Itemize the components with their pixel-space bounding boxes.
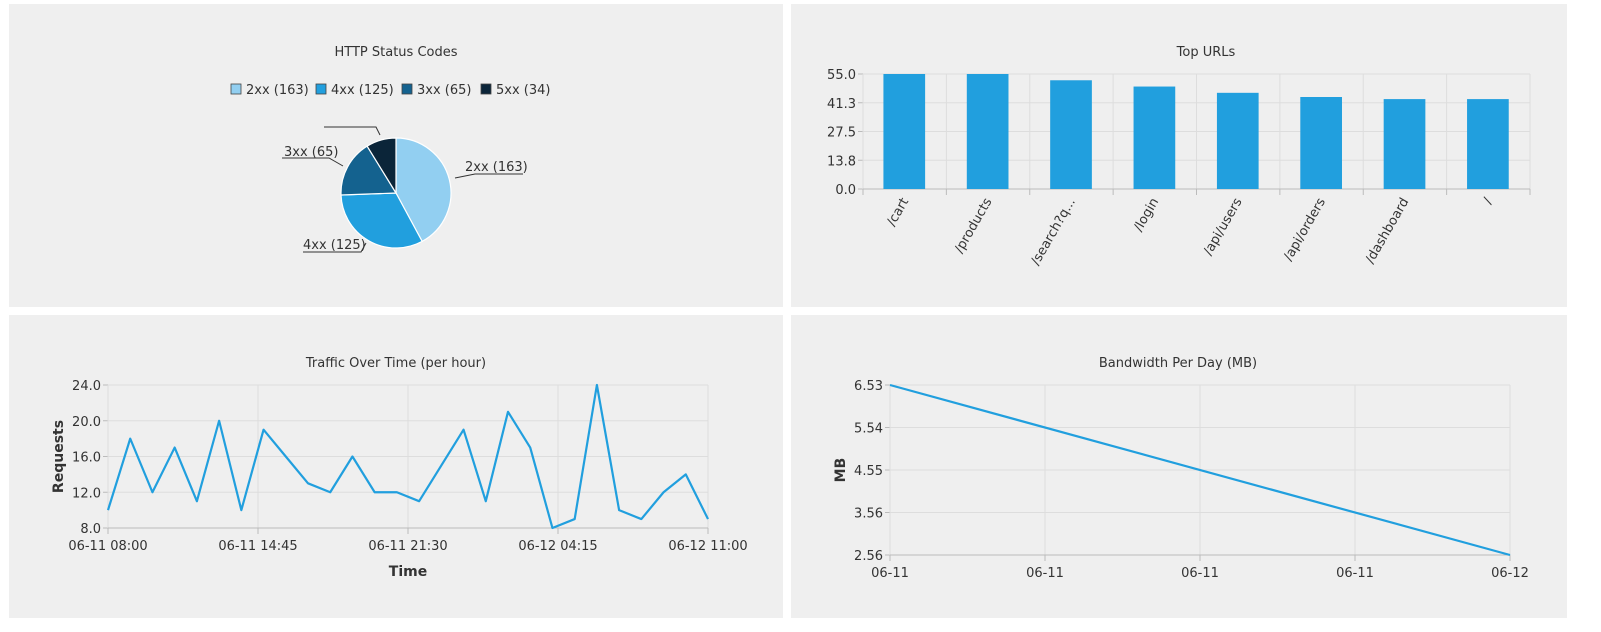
y-tick-label: 0.0: [835, 183, 856, 198]
x-tick-label: 06-11: [1336, 566, 1374, 581]
x-axis-label: Time: [389, 564, 427, 580]
x-tick-label: 06-11: [1181, 566, 1219, 581]
y-tick-label: 6.53: [854, 379, 883, 394]
x-tick-label: /dashboard: [1363, 196, 1413, 267]
y-tick-label: 16.0: [72, 451, 101, 466]
x-tick-label: /: [1481, 195, 1496, 207]
y-tick-label: 55.0: [827, 68, 856, 83]
legend-entry: 4xx (125): [331, 83, 394, 98]
legend-swatch: [480, 83, 492, 95]
x-tick-label: 06-12 11:00: [668, 539, 747, 554]
pie-slice: [340, 192, 423, 249]
bandwidth-chart-panel: Bandwidth Per Day (MB) 6.53 5.54 4.55 3.56 2.…: [791, 315, 1567, 618]
x-tick-label: 06-12: [1491, 566, 1529, 581]
chart-title: Traffic Over Time (per hour): [305, 356, 486, 371]
x-tick-label: 06-11 08:00: [68, 539, 147, 554]
y-axis-label: MB: [833, 458, 849, 483]
pie-leader-line: [282, 157, 344, 167]
bar: [1133, 86, 1176, 189]
series-line: [106, 383, 709, 530]
legend-entry: 2xx (163): [246, 83, 309, 98]
x-tick-label: /search?q...: [1028, 196, 1079, 269]
y-tick-label: 5.54: [854, 422, 883, 437]
legend-swatch: [401, 83, 413, 95]
traffic-chart-panel: Traffic Over Time (per hour) 24.0 20.0 16.0…: [9, 315, 783, 618]
x-tick-label: 06-12 04:15: [518, 539, 597, 554]
y-tick-label: 20.0: [72, 415, 101, 430]
pie-slice-label: 2xx (163): [465, 160, 528, 175]
x-tick-label: 06-11: [1026, 566, 1064, 581]
pie-slice: [395, 137, 452, 243]
chart-title: Top URLs: [1176, 45, 1236, 60]
http-status-pie-chart: HTTP Status Codes 2xx (163) 4xx (125) 3xx (…: [230, 45, 550, 253]
y-tick-label: 24.0: [72, 379, 101, 394]
pie-slice: [366, 137, 397, 196]
bar: [966, 74, 1009, 189]
y-tick-label: 2.56: [854, 549, 883, 564]
x-tick-label: /cart: [884, 196, 912, 229]
y-tick-label: 12.0: [72, 486, 101, 501]
y-tick-label: 13.8: [827, 154, 856, 169]
pie-chart-panel: HTTP Status Codes 2xx (163) 4xx (125) 3xx (…: [9, 4, 783, 307]
bar: [1050, 80, 1092, 189]
bar: [1300, 97, 1342, 189]
x-tick-label: /api/orders: [1281, 195, 1329, 263]
x-tick-label: /products: [952, 195, 996, 256]
pie-leader-line: [454, 173, 523, 179]
bar: [1216, 92, 1259, 189]
chart-title: Bandwidth Per Day (MB): [1099, 356, 1257, 371]
traffic-line-chart: Traffic Over Time (per hour) 24.0 20.0 16.0…: [51, 356, 748, 580]
y-tick-label: 4.55: [854, 464, 883, 479]
x-tick-label: 06-11: [871, 566, 909, 581]
pie-leader-line: [324, 126, 381, 136]
pie-slice-label: 4xx (125): [303, 238, 366, 253]
y-tick-label: 3.56: [854, 507, 883, 522]
x-tick-label: 06-11 14:45: [218, 539, 297, 554]
legend-swatch: [315, 83, 327, 95]
bandwidth-line-chart: Bandwidth Per Day (MB) 6.53 5.54 4.55 3.56 2.…: [833, 356, 1529, 581]
bar: [1383, 99, 1426, 189]
x-tick-label: /api/users: [1201, 195, 1246, 258]
bar: [883, 74, 926, 189]
y-tick-label: 8.0: [80, 522, 101, 537]
series-line: [889, 383, 1511, 557]
pie-slice: [340, 145, 398, 196]
y-tick-label: 41.3: [827, 97, 856, 112]
legend-entry: 3xx (65): [417, 83, 471, 98]
x-tick-label: 06-11 21:30: [368, 539, 447, 554]
top-urls-bar-chart: Top URLs 55.0 41.3 27.5 13.8 0.0/cart/product…: [827, 45, 1531, 269]
pie-leader-line: [303, 242, 367, 253]
x-tick-label: /login: [1131, 196, 1162, 235]
y-tick-label: 27.5: [827, 126, 856, 141]
bar-chart-panel: Top URLs 55.0 41.3 27.5 13.8 0.0/cart/product…: [791, 4, 1567, 307]
legend-swatch: [230, 83, 242, 95]
legend-entry: 5xx (34): [496, 83, 550, 98]
pie-slice-label: 3xx (65): [284, 145, 338, 160]
chart-title: HTTP Status Codes: [334, 45, 457, 60]
bar: [1467, 99, 1509, 189]
y-axis-label: Requests: [51, 420, 67, 493]
